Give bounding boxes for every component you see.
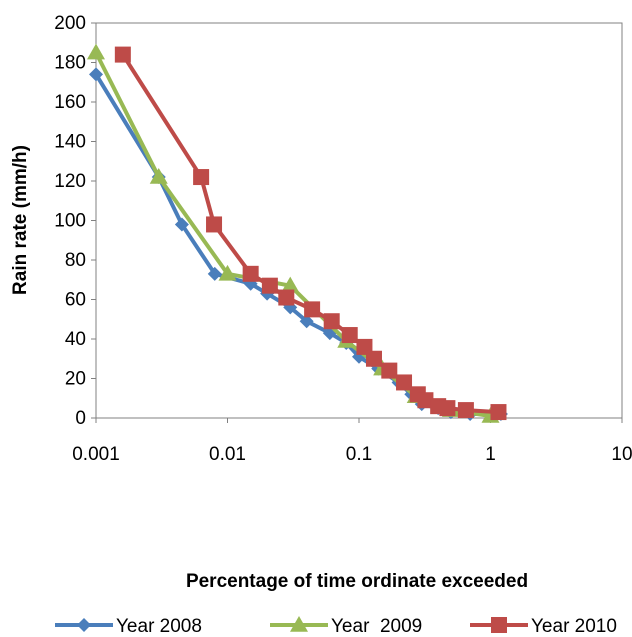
x-tick-label: 0.1 xyxy=(346,444,372,465)
data-point xyxy=(490,404,507,421)
y-tick-label: 20 xyxy=(65,369,86,390)
data-point xyxy=(193,169,210,186)
data-point xyxy=(381,362,398,379)
data-point xyxy=(242,265,259,282)
data-point xyxy=(304,301,321,318)
y-tick-label: 160 xyxy=(54,92,86,113)
y-tick-label: 60 xyxy=(65,290,86,311)
y-tick-label: 200 xyxy=(54,13,86,34)
data-point xyxy=(206,216,223,233)
y-tick-label: 40 xyxy=(65,329,86,350)
series-3 xyxy=(114,46,507,421)
data-point xyxy=(365,350,382,367)
data-point xyxy=(207,266,222,281)
legend-marker xyxy=(290,616,308,632)
legend-marker xyxy=(77,618,91,632)
data-point xyxy=(218,264,237,281)
y-tick-label: 100 xyxy=(54,211,86,232)
legend-marker xyxy=(491,617,507,633)
data-point xyxy=(396,374,413,391)
y-tick-label: 80 xyxy=(65,250,86,271)
data-point xyxy=(149,168,168,184)
data-point xyxy=(261,277,278,294)
data-point xyxy=(174,217,189,232)
data-point xyxy=(417,392,434,409)
data-point xyxy=(281,276,300,293)
data-point xyxy=(89,67,103,82)
data-point xyxy=(87,43,105,60)
y-tick-label: 140 xyxy=(54,132,86,153)
data-point xyxy=(114,46,131,63)
legend-item: Year 2009 xyxy=(270,616,422,637)
legend-label: Year 2008 xyxy=(116,616,202,637)
data-point xyxy=(299,314,314,329)
x-tick-label: 10 xyxy=(611,444,632,465)
x-axis-title: Percentage of time ordinate exceeded xyxy=(186,571,528,592)
x-axis-ticks: 0.001 0.01 0.1 1 10 xyxy=(72,418,632,465)
legend-item: Year 2010 xyxy=(470,616,617,637)
data-point xyxy=(439,400,456,417)
y-tick-label: 120 xyxy=(54,171,86,192)
legend-label: Year 2010 xyxy=(531,616,617,637)
legend: Year 2008 Year 2009 Year 2010 xyxy=(55,616,617,637)
x-tick-label: 0.01 xyxy=(209,444,246,465)
data-point xyxy=(457,402,474,419)
y-axis-ticks: 0 20 40 60 80 100 120 140 160 180 200 xyxy=(54,13,96,429)
data-point xyxy=(278,289,295,306)
series-layer xyxy=(87,43,508,423)
x-tick-label: 1 xyxy=(485,444,496,465)
data-point xyxy=(341,327,358,344)
x-tick-label: 0.001 xyxy=(72,444,120,465)
y-axis-title: Rain rate (mm/h) xyxy=(10,145,31,295)
data-point xyxy=(323,313,340,330)
y-tick-label: 180 xyxy=(54,53,86,74)
y-tick-label: 0 xyxy=(75,408,86,429)
legend-item: Year 2008 xyxy=(55,616,202,637)
legend-label: Year 2009 xyxy=(331,616,422,637)
